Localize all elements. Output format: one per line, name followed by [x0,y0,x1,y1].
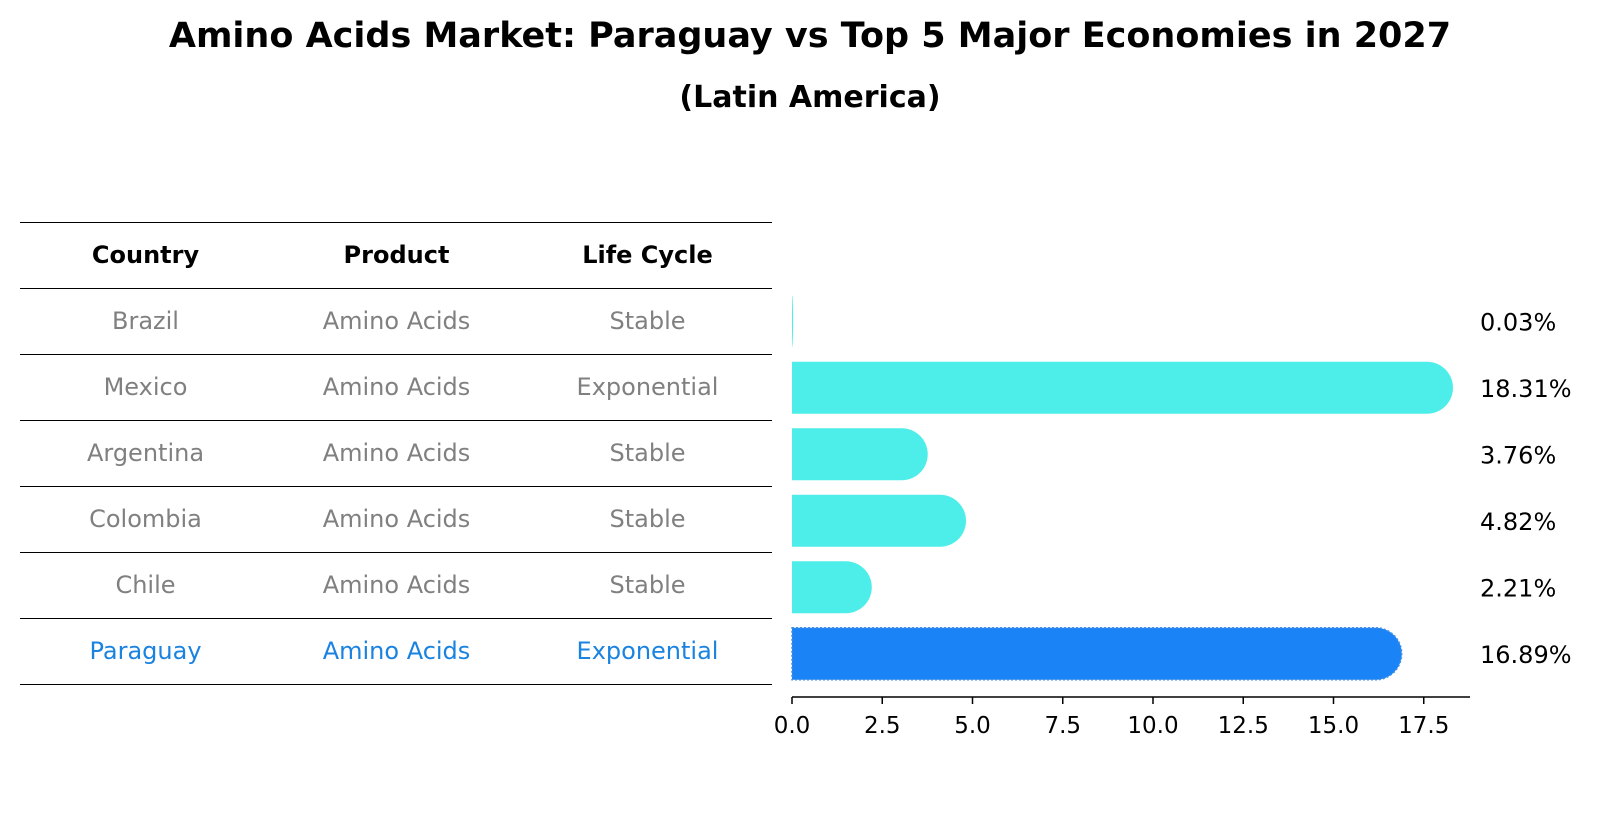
table-cell-life-cycle: Stable [609,439,686,467]
x-tick-label: 12.5 [1218,713,1269,739]
x-tick-label: 15.0 [1308,713,1359,739]
bar [792,428,928,481]
table-cell-life-cycle: Stable [609,307,686,335]
header-country: Country [91,241,200,269]
bar [792,494,967,547]
x-tick-label: 5.0 [954,713,991,739]
table-cell-country: Colombia [89,505,202,533]
table-rule [20,486,772,487]
x-tick-label: 0.0 [774,713,811,739]
bar-value-label: 2.21% [1480,574,1556,602]
table-cell-country: Argentina [86,439,205,467]
table-cell-product: Amino Acids [322,505,471,533]
bar [792,561,872,614]
table-rule [20,222,772,223]
table-cell-life-cycle: Stable [609,505,686,533]
table-cell-country-highlight: Paraguay [89,637,202,665]
x-tick-label: 10.0 [1127,713,1178,739]
table-cell-life-cycle: Stable [609,571,686,599]
table-cell-product-highlight: Amino Acids [322,637,471,665]
table-cell-life-cycle: Exponential [576,373,719,401]
x-tick-label: 17.5 [1398,713,1449,739]
table-cell-product: Amino Acids [322,373,471,401]
bar [791,627,1403,681]
x-tick-label: 7.5 [1044,713,1081,739]
table-rule [20,420,772,421]
table-cell-life-cycle-highlight: Exponential [576,637,719,665]
bar-value-label: 4.82% [1480,508,1556,536]
bar-value-label: 16.89% [1480,641,1572,669]
header-life-cycle: Life Cycle [582,241,713,269]
bar [791,361,1453,414]
table-cell-product: Amino Acids [322,307,471,335]
table-cell-country: Chile [115,571,176,599]
table-rule [20,552,772,553]
x-tick-label: 2.5 [864,713,901,739]
table-rule [20,618,772,619]
chart-subtitle: (Latin America) [679,80,941,115]
table-rule [20,288,772,289]
table-rule [20,354,772,355]
bar-value-label: 18.31% [1480,375,1572,403]
bar [792,295,794,348]
table-cell-product: Amino Acids [322,439,471,467]
header-product: Product [343,241,450,269]
chart-title: Amino Acids Market: Paraguay vs Top 5 Ma… [168,16,1452,56]
table-rule [20,684,772,685]
bar-value-label: 0.03% [1480,308,1556,336]
table-cell-country: Mexico [103,373,188,401]
table-cell-product: Amino Acids [322,571,471,599]
bar-value-label: 3.76% [1480,441,1556,469]
table-cell-country: Brazil [112,307,179,335]
